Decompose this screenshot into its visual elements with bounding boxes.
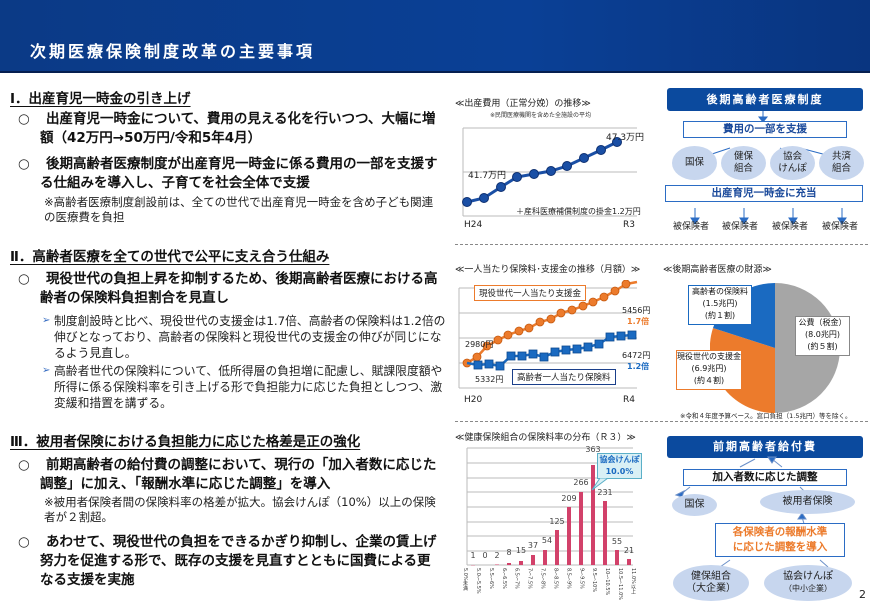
svg-text:231: 231 bbox=[597, 488, 612, 497]
circle-bullet-icon: ○ bbox=[18, 156, 30, 172]
oval-kokuho: 国保 bbox=[672, 494, 717, 516]
circle-bullet-icon: ○ bbox=[18, 111, 30, 127]
insurer-kokuho: 国保 bbox=[672, 146, 717, 180]
insurer-kyosai-kumiai: 共済 組合 bbox=[819, 146, 864, 180]
circle-bullet-icon: ○ bbox=[18, 534, 30, 550]
chart-title: ≪健康保険組合の保険料率の分布（Ｒ３）≫ bbox=[455, 433, 636, 443]
slice-label-elderly: 高齢者の保険料 (1.5兆円) (約１割) bbox=[688, 285, 752, 325]
page-title: 次期医療保険制度改革の主要事項 bbox=[30, 42, 316, 61]
insurer-kyokai-kenpo: 協会 けんぽ bbox=[770, 146, 815, 180]
section-1-bullet-1: ○ 出産育児一時金について、費用の見える化を行いつつ、大幅に増額（42万円→50… bbox=[18, 111, 436, 146]
allocate-box: 出産育児一時金に充当 bbox=[665, 185, 863, 202]
insured-label: 被保険者 bbox=[772, 222, 809, 232]
svg-text:0: 0 bbox=[482, 551, 487, 560]
svg-text:8: 8 bbox=[506, 548, 511, 557]
insured-label: 被保険者 bbox=[722, 222, 759, 232]
arrow-bullet-icon: ➢ bbox=[42, 315, 51, 326]
circle-bullet-icon: ○ bbox=[18, 271, 30, 287]
divider bbox=[455, 421, 868, 422]
diagram-title: 前期高齢者給付費 bbox=[667, 436, 863, 458]
title-banner: 次期医療保険制度改革の主要事項 bbox=[0, 0, 870, 73]
line-plot bbox=[458, 280, 638, 389]
insured-label: 被保険者 bbox=[822, 222, 859, 232]
premium-start-label: 5332円 bbox=[475, 375, 504, 384]
premium-end-label: 6472円 bbox=[622, 351, 651, 360]
section-2-bullet-1: ○ 現役世代の負担上昇を抑制するため、後期高齢者医療における高齢者の保険料負担割… bbox=[18, 271, 438, 306]
legend-elderly-premium: 高齢者一人当たり保険料 bbox=[512, 369, 616, 385]
end-value-label: 47.3万円 bbox=[606, 133, 645, 143]
chart-subtitle: ※民間医療機関を含めた全施設の平均 bbox=[490, 112, 592, 119]
insurer-kenpo-kumiai: 健保 組合 bbox=[721, 146, 766, 180]
chart-title: ≪後期高齢者医療の財源≫ bbox=[663, 265, 772, 275]
section-1-note: ※高齢者医療制度創設前は、全ての世代で出産育児一時金を含め子ども関連の医療費を負… bbox=[44, 195, 434, 224]
section-1-title: Ⅰ．出産育児一時金の引き上げ bbox=[10, 91, 191, 107]
circle-bullet-icon: ○ bbox=[18, 457, 30, 473]
svg-text:209: 209 bbox=[561, 494, 576, 503]
x-tick-end: R4 bbox=[623, 395, 635, 405]
x-tick-end: R3 bbox=[623, 220, 635, 230]
section-3-note: ※被用者保険者間の保険料率の格差が拡大。協会けんぽ（10%）以上の保険者が２割超… bbox=[44, 495, 436, 524]
x-tick-labels: 5.0%未満 5.0～5.5% 5.5～6% 6～6.5% 6.5～7% 7～7… bbox=[462, 568, 636, 601]
svg-text:55: 55 bbox=[612, 537, 622, 546]
line-plot bbox=[462, 127, 637, 217]
section-3-bullet-2: ○ あわせて、現役世代の負担をできるかぎり抑制し、企業の賃上げ努力を促進する形で… bbox=[18, 534, 437, 588]
pie-note: ※令和４年度予算ベース。窓口負担（1.5兆円）等を除く。 bbox=[680, 412, 852, 420]
section-1-bullet-2: ○ 後期高齢者医療制度が出産育児一時金に係る費用の一部を支援する仕組みを導入し、… bbox=[18, 156, 438, 191]
svg-text:2: 2 bbox=[494, 551, 499, 560]
svg-text:266: 266 bbox=[573, 478, 588, 487]
insured-label: 被保険者 bbox=[673, 222, 710, 232]
adjust-income-box: 各保険者の報酬水準 に応じた調整を導入 bbox=[715, 523, 845, 557]
support-ratio: 1.7倍 bbox=[627, 317, 650, 326]
support-start-label: 2980円 bbox=[465, 340, 494, 349]
slice-label-public: 公費（税金） (8.0兆円) (約５割) bbox=[795, 316, 850, 356]
premium-ratio: 1.2倍 bbox=[627, 362, 650, 371]
support-end-label: 5456円 bbox=[622, 306, 651, 315]
section-2-sub-1: ➢ 制度創設時と比べ、現役世代の支援金は1.7倍、高齢者の保険料は1.2倍の伸び… bbox=[42, 314, 446, 360]
page-number: 2 bbox=[859, 588, 866, 601]
svg-text:1: 1 bbox=[470, 551, 475, 560]
oval-employee-insurance: 被用者保険 bbox=[760, 490, 855, 514]
svg-text:125: 125 bbox=[549, 517, 564, 526]
adjust-members-box: 加入者数に応じた調整 bbox=[683, 469, 847, 486]
divider bbox=[455, 244, 868, 245]
diagram-title: 後期高齢者医療制度 bbox=[667, 88, 863, 111]
x-tick-start: H24 bbox=[464, 220, 483, 230]
kyokai-callout: 協会けんぽ 10.0% bbox=[597, 453, 642, 479]
svg-text:15: 15 bbox=[516, 546, 526, 555]
slice-label-support: 現役世代の支援金 (6.9兆円) (約４割) bbox=[676, 350, 742, 390]
section-3-bullet-1: ○ 前期高齢者の給付費の調整において、現行の「加入者数に応じた調整」に加え、「報… bbox=[18, 457, 437, 492]
arrow-bullet-icon: ➢ bbox=[42, 365, 51, 376]
x-tick-start: H20 bbox=[464, 395, 483, 405]
section-2-title: Ⅱ．高齢者医療を全ての世代で公平に支え合う仕組み bbox=[10, 249, 330, 265]
svg-text:37: 37 bbox=[528, 541, 538, 550]
chart-title: ≪一人当たり保険料･支援金の推移（月額）≫ bbox=[455, 265, 641, 275]
svg-text:54: 54 bbox=[542, 536, 552, 545]
legend-support-fee: 現役世代一人当たり支援金 bbox=[474, 285, 587, 301]
callout-pointer bbox=[591, 478, 609, 491]
oval-kenpo-kumiai: 健保組合 （大企業） bbox=[673, 565, 749, 601]
chart-title: ≪出産費用（正常分娩）の推移≫ bbox=[455, 99, 591, 109]
section-2-sub-2: ➢ 高齢者世代の保険料について、低所得層の負担増に配慮し、賦課限度額や所得に係る… bbox=[42, 364, 443, 410]
section-3-title: Ⅲ．被用者保険における負担能力に応じた格差是正の強化 bbox=[10, 434, 361, 450]
svg-text:21: 21 bbox=[624, 546, 634, 555]
svg-text:363: 363 bbox=[585, 445, 600, 454]
oval-kyokai-kenpo: 協会けんぽ （中小企業） bbox=[764, 565, 852, 601]
annotation: ＋産科医療補償制度の掛金1.2万円 bbox=[516, 207, 641, 216]
start-value-label: 41.7万円 bbox=[468, 171, 507, 181]
support-box: 費用の一部を支援 bbox=[683, 121, 847, 138]
